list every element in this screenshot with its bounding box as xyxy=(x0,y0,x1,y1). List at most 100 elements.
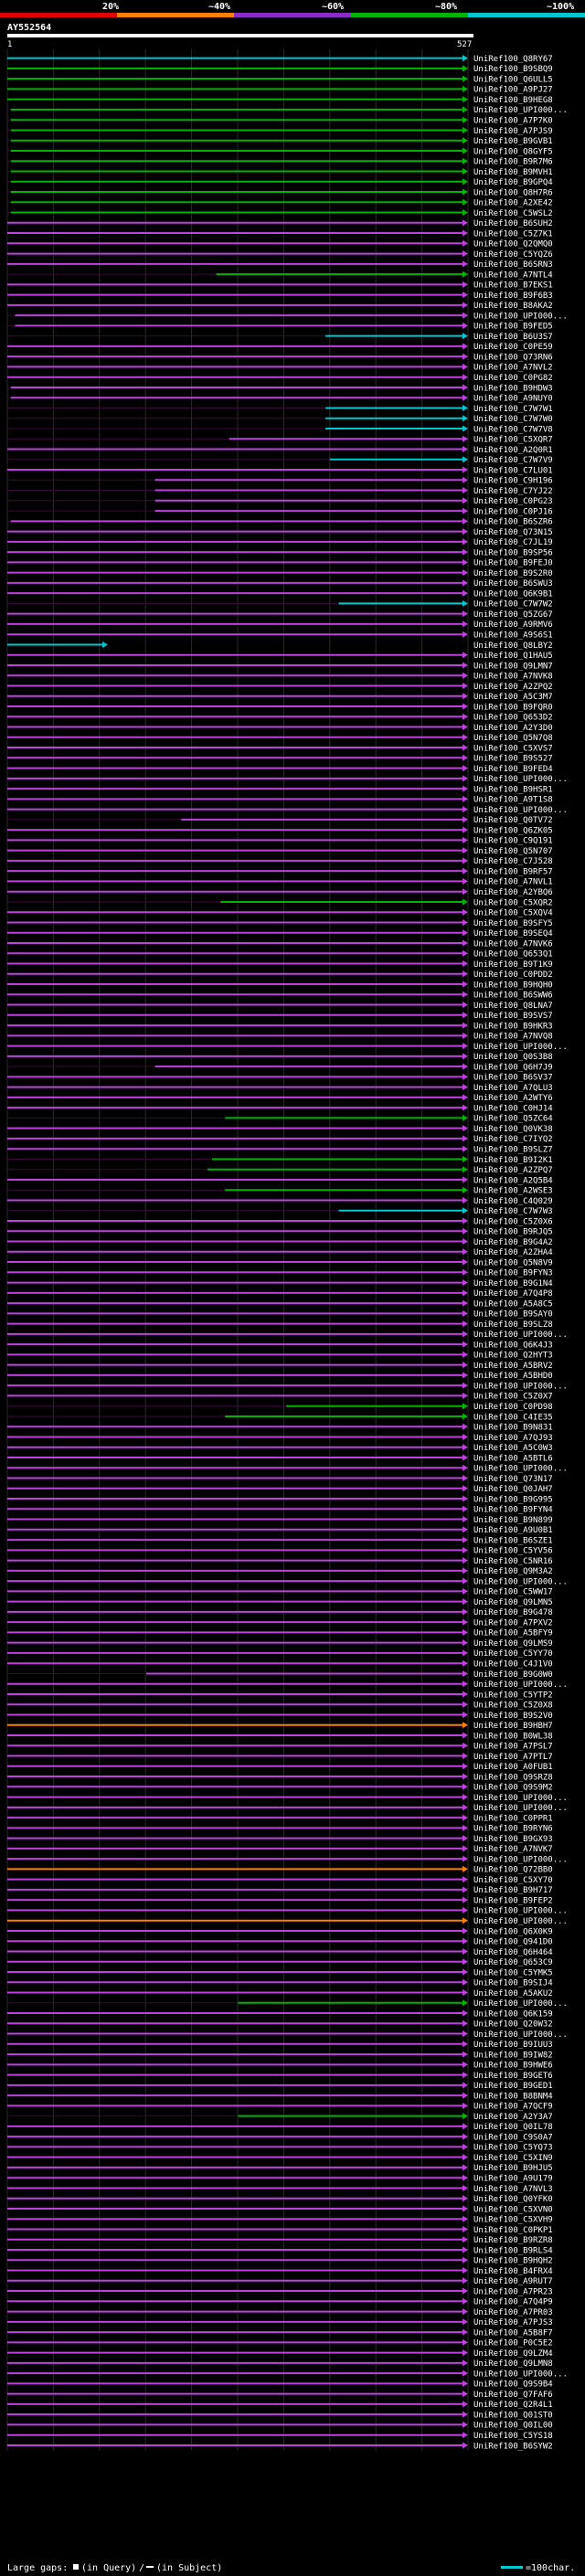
hit-label[interactable]: UniRef100_C5YS18 xyxy=(473,2432,553,2441)
hit-row[interactable]: UniRef100_Q2R4L1 xyxy=(7,2401,553,2410)
hit-row[interactable]: UniRef100_B7EKS1 xyxy=(7,281,553,291)
hit-row[interactable]: UniRef100_A9U0B1 xyxy=(7,1526,553,1535)
hit-label[interactable]: UniRef100_B9RYN6 xyxy=(473,1825,553,1834)
hit-row[interactable]: UniRef100_B9S2R0 xyxy=(7,569,553,578)
hit-label[interactable]: UniRef100_A5BTL6 xyxy=(473,1454,553,1463)
hit-row[interactable]: UniRef100_Q6X0K9 xyxy=(7,1927,553,1936)
hit-label[interactable]: UniRef100_B9IW82 xyxy=(473,2051,553,2060)
hit-row[interactable]: UniRef100_A7PJS9 xyxy=(7,127,553,136)
hit-label[interactable]: UniRef100_A2Y3D0 xyxy=(473,724,553,733)
hit-label[interactable]: UniRef100_Q5N7Q8 xyxy=(473,734,553,743)
hit-label[interactable]: UniRef100_A5BHD0 xyxy=(473,1372,553,1381)
hit-label[interactable]: UniRef100_B9HEG8 xyxy=(473,96,553,105)
hit-label[interactable]: UniRef100_Q8LNA7 xyxy=(473,1002,553,1011)
hit-row[interactable]: UniRef100_A9NUY0 xyxy=(7,395,553,404)
hit-row[interactable]: UniRef100_Q73RN6 xyxy=(7,353,553,362)
hit-row[interactable]: UniRef100_A7QCF9 xyxy=(7,2103,553,2112)
hit-row[interactable]: UniRef100_C5YMK5 xyxy=(7,1968,553,1977)
hit-row[interactable]: UniRef100_C7W7W0 xyxy=(7,415,553,424)
hit-row[interactable]: UniRef100_Q6K159 xyxy=(7,2009,553,2019)
hit-row[interactable]: UniRef100_B9SFY5 xyxy=(7,919,553,928)
hit-label[interactable]: UniRef100_A7PR23 xyxy=(473,2287,553,2296)
hit-label[interactable]: UniRef100_Q6K4J3 xyxy=(473,1341,553,1350)
hit-row[interactable]: UniRef100_UPI000... xyxy=(7,1917,568,1926)
hit-label[interactable]: UniRef100_B9FYN4 xyxy=(473,1506,553,1515)
hit-row[interactable]: UniRef100_B9HKR3 xyxy=(7,1022,553,1031)
hit-label[interactable]: UniRef100_B9FED5 xyxy=(473,323,553,332)
hit-row[interactable]: UniRef100_B9SLZ7 xyxy=(7,1145,553,1154)
hit-label[interactable]: UniRef100_B6SZR6 xyxy=(473,518,553,527)
hit-row[interactable]: UniRef100_C7IYQ2 xyxy=(7,1135,553,1144)
hit-label[interactable]: UniRef100_Q72BB0 xyxy=(473,1866,553,1875)
hit-label[interactable]: UniRef100_B7EKS1 xyxy=(473,281,553,291)
hit-row[interactable]: UniRef100_Q6ZK05 xyxy=(7,826,553,835)
hit-label[interactable]: UniRef100_Q8RY67 xyxy=(473,55,553,64)
hit-label[interactable]: UniRef100_A5C3M7 xyxy=(473,693,553,702)
hit-row[interactable]: UniRef100_B9GPQ4 xyxy=(7,178,553,187)
hit-row[interactable]: UniRef100_Q8LNA7 xyxy=(7,1002,553,1011)
hit-row[interactable]: UniRef100_B9FED5 xyxy=(7,323,553,332)
hit-row[interactable]: UniRef100_Q0YFK0 xyxy=(7,2195,553,2204)
hit-label[interactable]: UniRef100_C0PPR1 xyxy=(473,1814,553,1823)
hit-label[interactable]: UniRef100_A7PR03 xyxy=(473,2308,553,2317)
hit-row[interactable]: UniRef100_B6U3S7 xyxy=(7,333,553,342)
hit-row[interactable]: UniRef100_B9T1K9 xyxy=(7,960,553,970)
hit-label[interactable]: UniRef100_C5NR16 xyxy=(473,1557,553,1566)
hit-label[interactable]: UniRef100_B9RJQ5 xyxy=(473,1228,553,1237)
hit-label[interactable]: UniRef100_B9RF57 xyxy=(473,867,553,876)
hit-label[interactable]: UniRef100_Q8LBY2 xyxy=(473,641,553,651)
hit-label[interactable]: UniRef100_UPI000... xyxy=(473,1043,568,1052)
hit-label[interactable]: UniRef100_B9RLS4 xyxy=(473,2246,553,2255)
hit-label[interactable]: UniRef100_C5YTP2 xyxy=(473,1691,553,1700)
hit-row[interactable]: UniRef100_A7PTL7 xyxy=(7,1753,553,1762)
hit-label[interactable]: UniRef100_A2YBQ6 xyxy=(473,888,553,897)
hit-row[interactable]: UniRef100_A7NVQ8 xyxy=(7,1033,553,1042)
hit-label[interactable]: UniRef100_A2XE42 xyxy=(473,199,553,208)
hit-row[interactable]: UniRef100_A7QJ93 xyxy=(7,1434,553,1443)
hit-label[interactable]: UniRef100_C0PE59 xyxy=(473,343,553,352)
hit-label[interactable]: UniRef100_B0WL38 xyxy=(473,1732,553,1741)
hit-row[interactable]: UniRef100_B9F6B3 xyxy=(7,292,553,301)
hit-row[interactable]: UniRef100_B9GX93 xyxy=(7,1835,553,1844)
hit-row[interactable]: UniRef100_UPI000... xyxy=(7,1043,568,1052)
hit-row[interactable]: UniRef100_Q5N8V9 xyxy=(7,1258,553,1267)
hit-row[interactable]: UniRef100_C7YJ22 xyxy=(7,487,553,496)
hit-row[interactable]: UniRef100_B9RJQ5 xyxy=(7,1228,553,1237)
hit-label[interactable]: UniRef100_B9F6B3 xyxy=(473,292,553,301)
hit-label[interactable]: UniRef100_C7W7W1 xyxy=(473,405,553,414)
hit-row[interactable]: UniRef100_Q6K4J3 xyxy=(7,1341,553,1350)
hit-row[interactable]: UniRef100_Q941D0 xyxy=(7,1938,553,1947)
hit-row[interactable]: UniRef100_A9T1S8 xyxy=(7,796,553,805)
hit-row[interactable]: UniRef100_C0HJ14 xyxy=(7,1104,553,1113)
hit-row[interactable]: UniRef100_C5Z7K1 xyxy=(7,229,553,239)
hit-row[interactable]: UniRef100_C5NR16 xyxy=(7,1557,553,1566)
hit-row[interactable]: UniRef100_Q5N7Q8 xyxy=(7,734,553,743)
hit-row[interactable]: UniRef100_A7QLU3 xyxy=(7,1084,553,1093)
hit-label[interactable]: UniRef100_Q2R4L1 xyxy=(473,2401,553,2410)
hit-label[interactable]: UniRef100_A5A8C5 xyxy=(473,1299,553,1309)
hit-label[interactable]: UniRef100_A5BFY9 xyxy=(473,1629,553,1638)
hit-label[interactable]: UniRef100_B9IUU3 xyxy=(473,2041,553,2050)
hit-row[interactable]: UniRef100_B9RYN6 xyxy=(7,1825,553,1834)
hit-row[interactable]: UniRef100_Q8H7R6 xyxy=(7,188,553,197)
hit-label[interactable]: UniRef100_B9SP56 xyxy=(473,548,553,557)
hit-label[interactable]: UniRef100_A7NVK8 xyxy=(473,673,553,682)
hit-label[interactable]: UniRef100_B8BNM4 xyxy=(473,2092,553,2101)
hit-label[interactable]: UniRef100_B9SLZ7 xyxy=(473,1145,553,1154)
hit-label[interactable]: UniRef100_C5YV56 xyxy=(473,1547,553,1556)
hit-label[interactable]: UniRef100_B6SYW2 xyxy=(473,2442,553,2451)
hit-row[interactable]: UniRef100_A2XE42 xyxy=(7,199,553,208)
hit-row[interactable]: UniRef100_C5Z0X8 xyxy=(7,1701,553,1711)
hit-label[interactable]: UniRef100_C0PD98 xyxy=(473,1403,553,1412)
hit-label[interactable]: UniRef100_UPI000... xyxy=(473,806,568,815)
hit-label[interactable]: UniRef100_B9HDW3 xyxy=(473,384,553,393)
hit-row[interactable]: UniRef100_C5WSL2 xyxy=(7,209,553,218)
hit-label[interactable]: UniRef100_B9FYN3 xyxy=(473,1269,553,1278)
hit-row[interactable]: UniRef100_B9FED4 xyxy=(7,765,553,774)
hit-row[interactable]: UniRef100_B9SP56 xyxy=(7,548,553,557)
hit-label[interactable]: UniRef100_B9S2V0 xyxy=(473,1712,553,1721)
hit-label[interactable]: UniRef100_A5BRV2 xyxy=(473,1362,553,1371)
hit-label[interactable]: UniRef100_C9Q191 xyxy=(473,837,553,846)
hit-row[interactable]: UniRef100_Q0S3B8 xyxy=(7,1053,553,1062)
hit-label[interactable]: UniRef100_B9SEQ4 xyxy=(473,929,553,938)
